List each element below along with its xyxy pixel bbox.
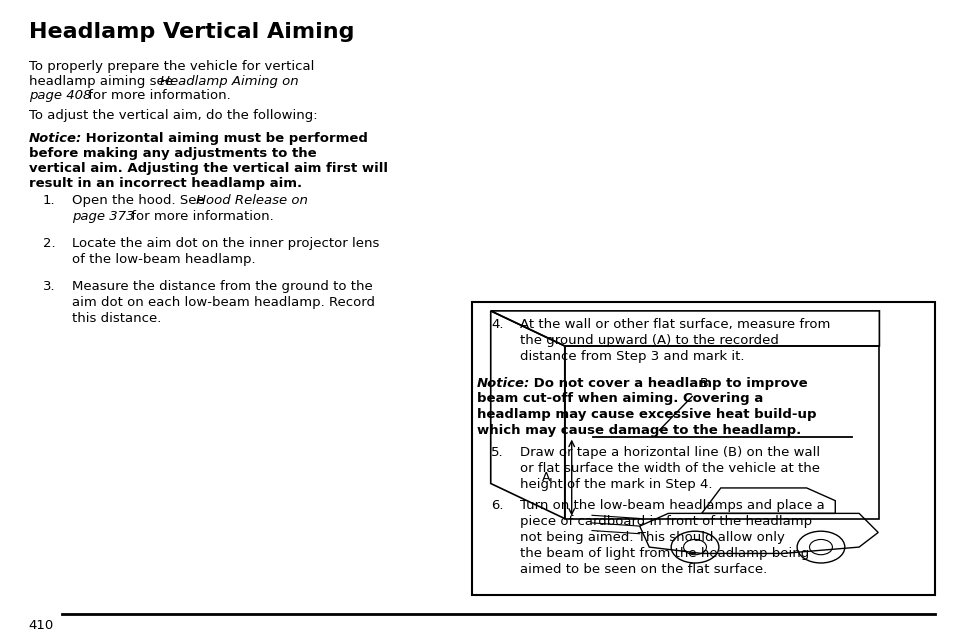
Text: Hood Release on: Hood Release on	[195, 194, 307, 207]
Text: piece of cardboard in front of the headlamp: piece of cardboard in front of the headl…	[519, 515, 811, 528]
Text: result in an incorrect headlamp aim.: result in an incorrect headlamp aim.	[29, 177, 301, 190]
Text: height of the mark in Step 4.: height of the mark in Step 4.	[519, 478, 712, 491]
Text: To adjust the vertical aim, do the following:: To adjust the vertical aim, do the follo…	[29, 109, 317, 122]
Text: Notice:: Notice:	[29, 132, 82, 144]
Text: for more information.: for more information.	[127, 210, 274, 223]
Text: distance from Step 3 and mark it.: distance from Step 3 and mark it.	[519, 350, 743, 363]
Text: page 408: page 408	[29, 89, 91, 102]
Text: Headlamp Aiming on: Headlamp Aiming on	[160, 75, 298, 88]
Text: which may cause damage to the headlamp.: which may cause damage to the headlamp.	[476, 424, 801, 437]
Text: Draw or tape a horizontal line (B) on the wall: Draw or tape a horizontal line (B) on th…	[519, 446, 820, 459]
Text: before making any adjustments to the: before making any adjustments to the	[29, 147, 315, 160]
Text: B: B	[699, 377, 707, 390]
Text: for more information.: for more information.	[84, 89, 231, 102]
Text: At the wall or other flat surface, measure from: At the wall or other flat surface, measu…	[519, 318, 829, 331]
Text: Horizontal aiming must be performed: Horizontal aiming must be performed	[81, 132, 368, 144]
Bar	[472, 302, 934, 595]
Text: the beam of light from the headlamp being: the beam of light from the headlamp bein…	[519, 547, 808, 560]
Text: 6.: 6.	[491, 499, 503, 512]
Text: Notice:: Notice:	[476, 377, 530, 389]
Text: 410: 410	[29, 619, 53, 632]
Text: page 373: page 373	[71, 210, 133, 223]
Text: aim dot on each low-beam headlamp. Record: aim dot on each low-beam headlamp. Recor…	[71, 296, 375, 309]
Text: aimed to be seen on the flat surface.: aimed to be seen on the flat surface.	[519, 563, 766, 576]
Text: headlamp may cause excessive heat build-up: headlamp may cause excessive heat build-…	[476, 408, 816, 421]
Text: the ground upward (A) to the recorded: the ground upward (A) to the recorded	[519, 334, 778, 347]
Text: headlamp aiming see: headlamp aiming see	[29, 75, 176, 88]
Text: 2.: 2.	[43, 237, 55, 250]
Text: Measure the distance from the ground to the: Measure the distance from the ground to …	[71, 280, 372, 293]
Text: Do not cover a headlamp to improve: Do not cover a headlamp to improve	[529, 377, 807, 389]
Text: A: A	[541, 471, 550, 484]
Text: 4.: 4.	[491, 318, 503, 331]
Text: 3.: 3.	[43, 280, 55, 293]
Text: Headlamp Vertical Aiming: Headlamp Vertical Aiming	[29, 22, 354, 42]
Text: of the low-beam headlamp.: of the low-beam headlamp.	[71, 253, 254, 266]
Text: To properly prepare the vehicle for vertical: To properly prepare the vehicle for vert…	[29, 60, 314, 73]
Text: Locate the aim dot on the inner projector lens: Locate the aim dot on the inner projecto…	[71, 237, 378, 250]
Text: 1.: 1.	[43, 194, 55, 207]
Text: beam cut-off when aiming. Covering a: beam cut-off when aiming. Covering a	[476, 392, 762, 405]
Text: 5.: 5.	[491, 446, 503, 459]
Text: or flat surface the width of the vehicle at the: or flat surface the width of the vehicle…	[519, 462, 819, 475]
Text: Open the hood. See: Open the hood. See	[71, 194, 209, 207]
Text: not being aimed. This should allow only: not being aimed. This should allow only	[519, 531, 784, 544]
Text: Turn on the low-beam headlamps and place a: Turn on the low-beam headlamps and place…	[519, 499, 823, 512]
Text: vertical aim. Adjusting the vertical aim first will: vertical aim. Adjusting the vertical aim…	[29, 162, 387, 175]
Text: this distance.: this distance.	[71, 312, 161, 325]
